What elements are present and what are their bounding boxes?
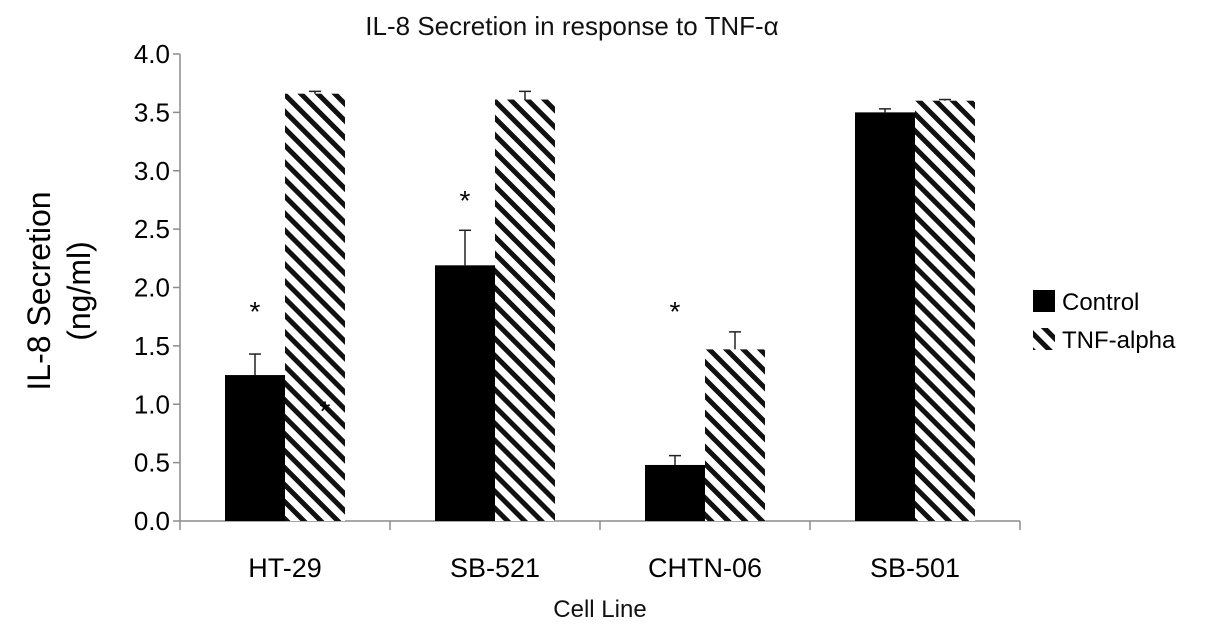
bar-control xyxy=(855,112,915,521)
x-axis: HT-29 SB-521 CHTN-06 SB-501 xyxy=(179,520,1021,583)
bar-tnf-alpha xyxy=(915,100,975,521)
significance-asterisk: * xyxy=(320,395,331,426)
y-tick-label: 3.0 xyxy=(134,156,170,186)
x-category-label: SB-521 xyxy=(450,553,540,583)
x-category-label: SB-501 xyxy=(870,553,960,583)
y-tick-label: 2.5 xyxy=(134,214,170,244)
y-tick-label: 1.5 xyxy=(134,331,170,361)
y-tick-label: 0.5 xyxy=(134,448,170,478)
legend-label: Control xyxy=(1062,289,1139,316)
bar-control xyxy=(225,375,285,521)
significance-markers: * * * * xyxy=(250,185,681,426)
significance-asterisk: * xyxy=(670,296,681,327)
bar-control xyxy=(435,265,495,521)
bar-tnf-alpha xyxy=(495,99,555,521)
legend-label: TNF-alpha xyxy=(1062,327,1176,354)
y-axis-label: IL-8 Secretion (ng/ml) xyxy=(21,191,97,390)
y-tick-label: 2.0 xyxy=(134,273,170,303)
legend-swatch xyxy=(1033,328,1055,350)
legend: Control TNF-alpha xyxy=(1033,289,1176,354)
y-axis: 0.0 0.5 1.0 1.5 2.0 2.5 3.0 3.5 4.0 xyxy=(134,39,181,536)
y-tick-label: 3.5 xyxy=(134,97,170,127)
significance-asterisk: * xyxy=(460,185,471,216)
y-axis-label-line-2: (ng/ml) xyxy=(61,241,97,341)
chart-title: IL-8 Secretion in response to TNF-α xyxy=(365,11,778,41)
x-category-label: CHTN-06 xyxy=(648,553,762,583)
bar-control xyxy=(645,464,705,521)
y-tick-label: 0.0 xyxy=(134,506,170,536)
x-axis-label: Cell Line xyxy=(553,596,646,623)
significance-asterisk: * xyxy=(250,296,261,327)
bar-tnf-alpha xyxy=(705,349,765,521)
y-axis-label-line-1: IL-8 Secretion xyxy=(21,191,57,390)
bar-tnf-alpha xyxy=(285,93,345,521)
y-tick-label: 4.0 xyxy=(134,39,170,69)
x-category-label: HT-29 xyxy=(248,553,322,583)
bars xyxy=(225,90,975,521)
legend-swatch xyxy=(1033,290,1055,312)
y-tick-label: 1.0 xyxy=(134,389,170,419)
